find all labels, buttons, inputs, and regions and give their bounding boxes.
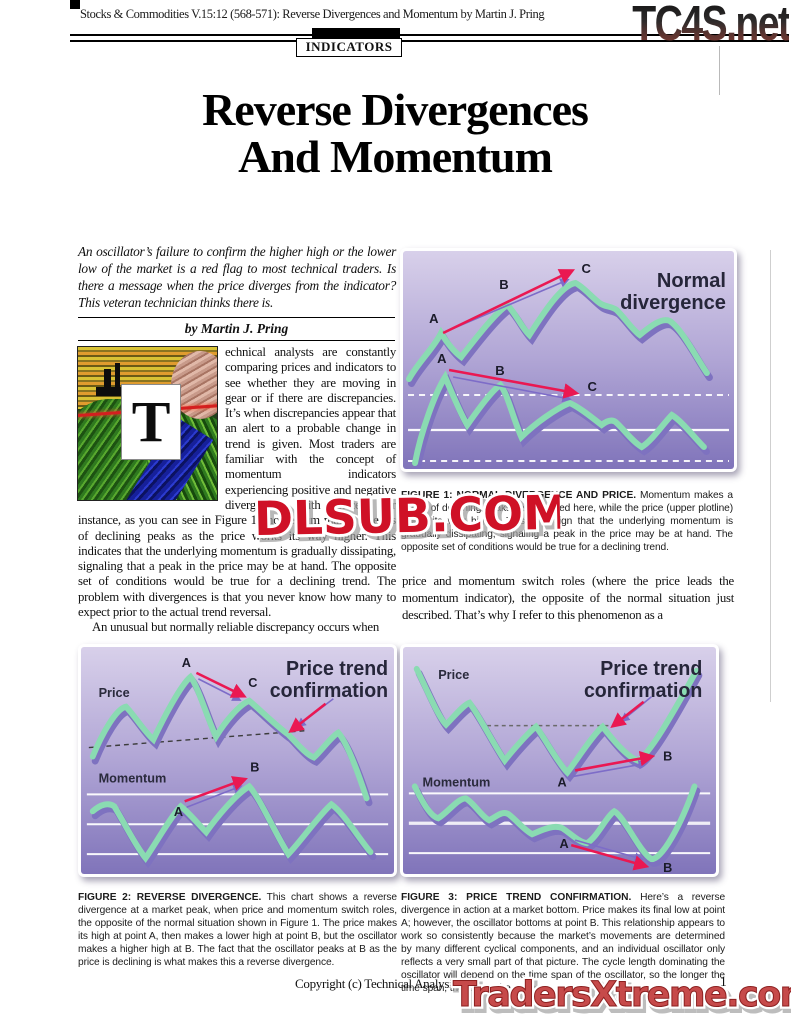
price-trendline-dashed	[88, 729, 307, 749]
momentum-curve	[89, 782, 374, 863]
paragraph-2: An unusual but normally reliable discrep…	[92, 620, 379, 635]
figure2-caption-text: This chart shows a reverse divergence at…	[78, 892, 397, 968]
fig2-price-point-c: C	[248, 675, 257, 690]
header-rule-top	[70, 34, 789, 36]
figure2-caption: FIGURE 2: REVERSE DIVERGENCE. This chart…	[78, 892, 397, 969]
illustration-skyline	[104, 369, 111, 391]
fig2-momentum-label: Momentum	[99, 770, 167, 785]
fig1-momentum-point-a: A	[437, 351, 447, 366]
tradersxtreme-watermark-outline: TradersXtreme.com	[453, 975, 791, 1015]
red-trend-arrow	[195, 671, 247, 698]
fig1-price-point-c: C	[582, 261, 592, 276]
price-curve	[413, 665, 700, 777]
fig3-price-label: Price	[438, 667, 469, 682]
dropcap-letter: T	[131, 389, 171, 454]
fig2-momentum-point-b: B	[250, 759, 259, 774]
red-trend-arrow	[442, 269, 576, 335]
fig3-annotation-line2: confirmation	[584, 680, 702, 702]
figure3-caption-lead: FIGURE 3: PRICE TREND CONFIRMATION.	[401, 892, 632, 904]
scan-artifact	[70, 0, 80, 9]
price-curve	[89, 672, 370, 802]
section-label: INDICATORS	[296, 38, 402, 57]
fig3-momentum-label: Momentum	[423, 774, 491, 789]
fig2-annotation-line1: Price trend	[286, 658, 388, 680]
violet-trend-arrow	[453, 376, 572, 403]
fig1-price-point-a: A	[429, 311, 439, 326]
byline-rule-top	[78, 317, 395, 319]
price-curve	[406, 279, 710, 382]
tradersxtreme-watermark-shadow: TradersXtreme.com	[456, 979, 791, 1019]
page-title-line2: And Momentum	[238, 131, 553, 183]
tradersxtreme-watermark-text: TradersXtreme.com	[453, 975, 791, 1015]
red-confirmation-arrow	[288, 702, 327, 734]
figure3-canvas: Price Momentum A B A B Price trend confi…	[403, 647, 716, 874]
dlsub-watermark-shadow: DLSUB.COM	[257, 489, 560, 551]
paragraph-1a: echnical analysts are constantly compari…	[225, 345, 396, 512]
fig3-momentum-point-a: A	[560, 836, 569, 851]
page-number: 1	[720, 974, 727, 989]
fig3-annotation-line1: Price trend	[600, 658, 702, 680]
figure3-caption: FIGURE 3: PRICE TREND CONFIRMATION. Here…	[401, 892, 725, 995]
scan-line	[719, 46, 720, 95]
article-body-column2: price and momentum switch roles (where t…	[402, 574, 734, 622]
fig1-annotation-line1: Normal	[657, 270, 726, 292]
fig2-momentum-point-a: A	[174, 804, 183, 819]
fig2-price-point-a: A	[182, 655, 191, 670]
fig1-momentum-point-c: C	[588, 379, 598, 394]
paragraph-1b: with price. For instance, as you can see…	[78, 497, 397, 620]
fig3-momentum-point-b: B	[663, 860, 672, 874]
fig1-annotation-line2: divergence	[620, 292, 726, 314]
illustration-skyline	[115, 363, 120, 391]
figure2-canvas: Price Momentum A C A B Price trend confi…	[81, 647, 394, 874]
byline: by Martin J. Pring	[184, 321, 289, 336]
article-body: T echnical analysts are constantly compa…	[77, 345, 396, 636]
page-title: Reverse Divergences And Momentum	[60, 86, 730, 181]
momentum-curve	[411, 783, 698, 863]
dlsub-watermark: DLSUB.COM DLSUB.COM	[249, 481, 577, 556]
figure1-caption-text: Momentum makes a series of declining pea…	[401, 490, 733, 553]
red-confirmation-arrow	[610, 700, 645, 729]
paragraph-1: echnical analysts are constantly compari…	[78, 345, 396, 620]
red-trend-arrow	[184, 776, 248, 803]
byline-rule-bottom	[78, 340, 395, 342]
article-citation: Stocks & Commodities V.15:12 (568-571): …	[80, 7, 545, 21]
figure2-caption-lead: FIGURE 2: REVERSE DIVERGENCE.	[78, 892, 262, 904]
fig1-price-point-b: B	[499, 277, 508, 292]
figure1-caption: FIGURE 1: NORMAL DIVERGENCE AND PRICE. M…	[401, 490, 733, 555]
violet-trend-arrow	[574, 839, 644, 862]
figure1-caption-lead: FIGURE 1: NORMAL DIVERGENCE AND PRICE.	[401, 490, 637, 502]
fig2-annotation-line2: confirmation	[270, 680, 388, 702]
fig3-price-point-b: B	[663, 748, 672, 763]
figure2-chart: Price Momentum A C A B Price trend confi…	[78, 644, 397, 877]
fig3-price-point-a: A	[558, 774, 567, 789]
article-abstract: An oscillator’s failure to confirm the h…	[78, 244, 396, 310]
fig1-momentum-point-b: B	[495, 363, 504, 378]
figure1-chart: A B C A B C Normal divergence	[400, 248, 737, 472]
red-trend-arrow	[448, 368, 580, 399]
section-black-bar	[312, 28, 400, 38]
dropcap-illustration: T	[77, 346, 218, 501]
dropcap-box: T	[121, 384, 181, 460]
momentum-curve	[412, 370, 707, 466]
dlsub-watermark-text: DLSUB.COM	[253, 486, 560, 548]
scan-line	[770, 250, 771, 702]
red-trend-arrow	[574, 750, 656, 772]
header-rule-bottom	[70, 40, 789, 42]
tradersxtreme-watermark: TradersXtreme.com TradersXtreme.com Trad…	[450, 964, 791, 1024]
tc4s-watermark-logo: TC4S.net	[632, 0, 791, 52]
page-title-line1: Reverse Divergences	[202, 84, 589, 135]
fig2-price-label: Price	[99, 685, 130, 700]
violet-trend-arrow	[573, 760, 648, 778]
figure3-caption-text: Here’s a reverse divergence in action at…	[401, 892, 726, 994]
figure3-chart: Price Momentum A B A B Price trend confi…	[400, 644, 719, 877]
copyright-text: Copyright (c) Technical Analysis I	[295, 976, 465, 991]
figure1-canvas: A B C A B C Normal divergence	[403, 251, 734, 469]
red-trend-arrow	[570, 843, 650, 871]
